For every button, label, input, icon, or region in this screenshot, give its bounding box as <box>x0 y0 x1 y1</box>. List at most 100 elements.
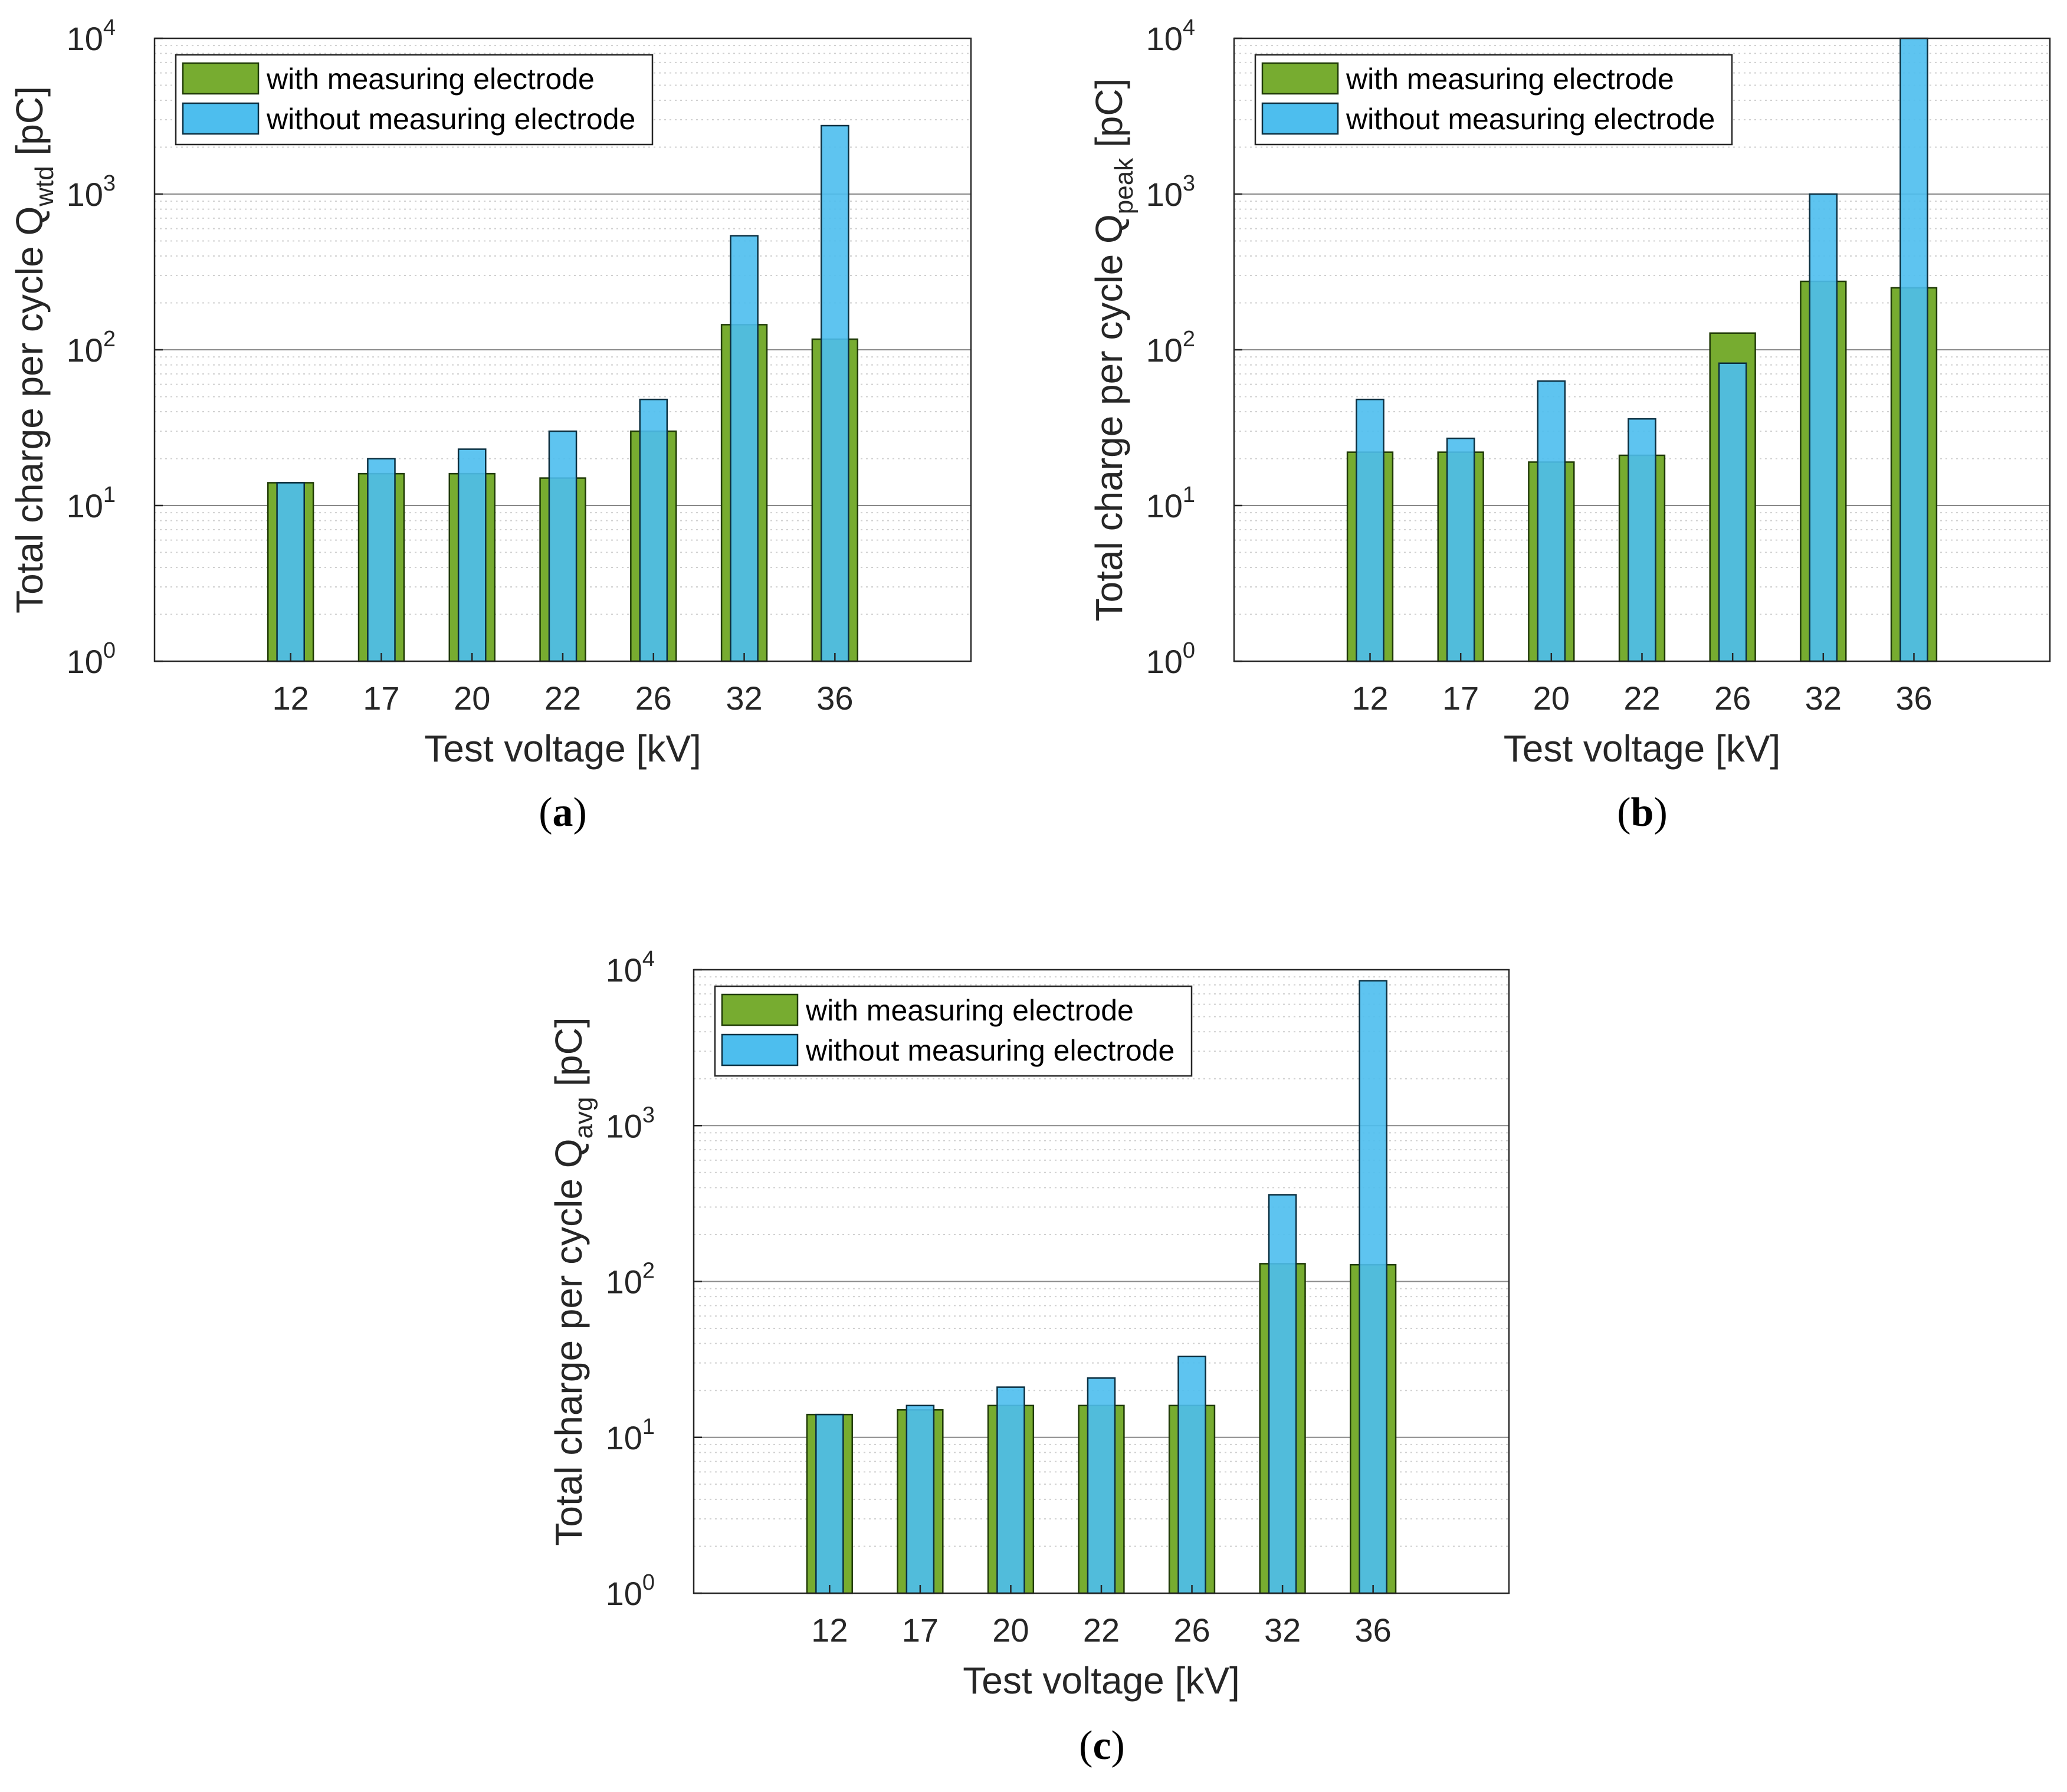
y-axis-label-unit: [pC] <box>8 86 51 166</box>
bar-without-electrode-26kv <box>1177 1356 1206 1594</box>
panel-label-close: ) <box>1653 790 1667 835</box>
y-tick-label: 100 <box>1146 638 1195 680</box>
y-tick-label: 102 <box>67 327 116 369</box>
x-tick-label: 32 <box>726 680 762 717</box>
bar-without-electrode-26kv <box>1718 362 1747 662</box>
y-axis-label-unit: [pC] <box>1088 78 1130 158</box>
y-tick-label: 104 <box>1146 15 1195 57</box>
x-tick-label: 36 <box>1895 680 1932 717</box>
panel-label-open: ( <box>539 790 552 835</box>
y-tick-label: 104 <box>67 15 116 57</box>
x-axis-label: Test voltage [kV] <box>1504 727 1781 770</box>
legend-label-with: with measuring electrode <box>1346 63 1674 96</box>
y-tick-base: 10 <box>1146 487 1183 524</box>
x-tick-label: 17 <box>1442 680 1479 717</box>
y-tick-label: 103 <box>606 1102 655 1144</box>
x-tick-label: 17 <box>902 1612 939 1649</box>
x-tick-label: 22 <box>1623 680 1660 717</box>
panel-label-open: ( <box>1617 790 1630 835</box>
bar-without-electrode-32kv <box>1268 1194 1297 1594</box>
x-tick-label: 22 <box>544 680 581 717</box>
bar-without-electrode-36kv <box>1359 980 1387 1594</box>
y-axis-label-subscript: wtd <box>30 166 59 206</box>
legend-label-without: without measuring electrode <box>1346 103 1715 136</box>
y-tick-exponent: 1 <box>1183 483 1195 507</box>
y-tick-exponent: 4 <box>1183 15 1195 40</box>
bar-without-electrode-32kv <box>730 235 759 662</box>
bar-without-electrode-12kv <box>276 482 305 662</box>
x-tick-label: 20 <box>992 1612 1029 1649</box>
y-tick-label: 100 <box>606 1570 655 1612</box>
x-tick-label: 36 <box>1355 1612 1392 1649</box>
y-tick-exponent: 4 <box>103 15 116 40</box>
legend-label-without: without measuring electrode <box>266 103 635 136</box>
y-tick-base: 10 <box>606 1263 642 1301</box>
y-tick-exponent: 3 <box>103 171 116 196</box>
legend: with measuring electrode without measurin… <box>1254 54 1733 146</box>
y-tick-base: 10 <box>606 1575 642 1612</box>
bar-without-electrode-20kv <box>996 1386 1025 1594</box>
bar-without-electrode-20kv <box>1537 380 1566 662</box>
bar-without-electrode-22kv <box>1628 418 1656 662</box>
legend-swatch-without <box>182 102 260 135</box>
y-axis-label: Total charge per cycle Qavg [pC] <box>547 1017 598 1545</box>
x-tick-label: 32 <box>1805 680 1842 717</box>
bar-without-electrode-32kv <box>1809 193 1838 662</box>
legend-label-with: with measuring electrode <box>266 63 595 96</box>
panel-label-close: ) <box>1111 1723 1125 1768</box>
x-tick-label: 32 <box>1264 1612 1301 1649</box>
y-tick-label: 104 <box>606 947 655 989</box>
legend: with measuring electrode without measurin… <box>714 985 1193 1077</box>
y-axis-label-main: Total charge per cycle Q <box>8 206 51 613</box>
legend-label-without: without measuring electrode <box>805 1034 1174 1067</box>
bar-without-electrode-17kv <box>367 458 396 662</box>
x-tick-label: 26 <box>1173 1612 1210 1649</box>
y-tick-base: 10 <box>1146 20 1183 57</box>
y-axis-label: Total charge per cycle Qwtd [pC] <box>8 86 59 613</box>
y-tick-label: 100 <box>67 638 116 680</box>
legend-swatch-without <box>721 1033 799 1066</box>
y-axis-label-subscript: avg <box>569 1097 598 1139</box>
y-tick-exponent: 3 <box>642 1102 655 1127</box>
y-tick-base: 10 <box>67 487 103 524</box>
x-tick-label: 20 <box>454 680 490 717</box>
y-tick-base: 10 <box>606 951 642 989</box>
x-tick-label: 12 <box>1351 680 1388 717</box>
y-tick-exponent: 2 <box>642 1259 655 1284</box>
y-tick-base: 10 <box>1146 643 1183 680</box>
y-tick-base: 10 <box>1146 176 1183 213</box>
y-tick-label: 102 <box>606 1259 655 1301</box>
y-tick-exponent: 0 <box>642 1570 655 1595</box>
x-tick-label: 17 <box>363 680 399 717</box>
bar-without-electrode-36kv <box>1899 37 1928 662</box>
bar-without-electrode-17kv <box>905 1404 935 1594</box>
bar-without-electrode-26kv <box>639 398 668 662</box>
y-axis-label-unit: [pC] <box>547 1017 590 1097</box>
legend-swatch-with <box>721 993 799 1026</box>
y-tick-label: 103 <box>1146 171 1195 213</box>
x-tick-label: 12 <box>811 1612 848 1649</box>
y-axis-label-main: Total charge per cycle Q <box>1088 214 1130 621</box>
y-tick-base: 10 <box>1146 332 1183 369</box>
y-tick-exponent: 1 <box>642 1414 655 1439</box>
panel-label-letter: c <box>1092 1723 1111 1768</box>
y-tick-label: 101 <box>67 483 116 524</box>
panel-label: (c) <box>1079 1723 1125 1768</box>
panel-label-open: ( <box>1079 1723 1092 1768</box>
y-tick-label: 102 <box>1146 327 1195 369</box>
bar-without-electrode-36kv <box>821 124 849 662</box>
panel-label-letter: b <box>1631 790 1654 835</box>
legend-label-with: with measuring electrode <box>805 994 1134 1027</box>
legend-swatch-with <box>182 62 260 95</box>
y-axis-label: Total charge per cycle Qpeak [pC] <box>1088 78 1139 622</box>
y-tick-base: 10 <box>606 1419 642 1456</box>
legend-swatch-with <box>1261 62 1339 95</box>
y-tick-exponent: 0 <box>1183 638 1195 663</box>
y-tick-exponent: 2 <box>103 327 116 352</box>
y-tick-base: 10 <box>606 1107 642 1144</box>
y-tick-base: 10 <box>67 20 103 57</box>
y-axis-label-subscript: peak <box>1110 157 1139 214</box>
y-tick-exponent: 3 <box>1183 171 1195 196</box>
